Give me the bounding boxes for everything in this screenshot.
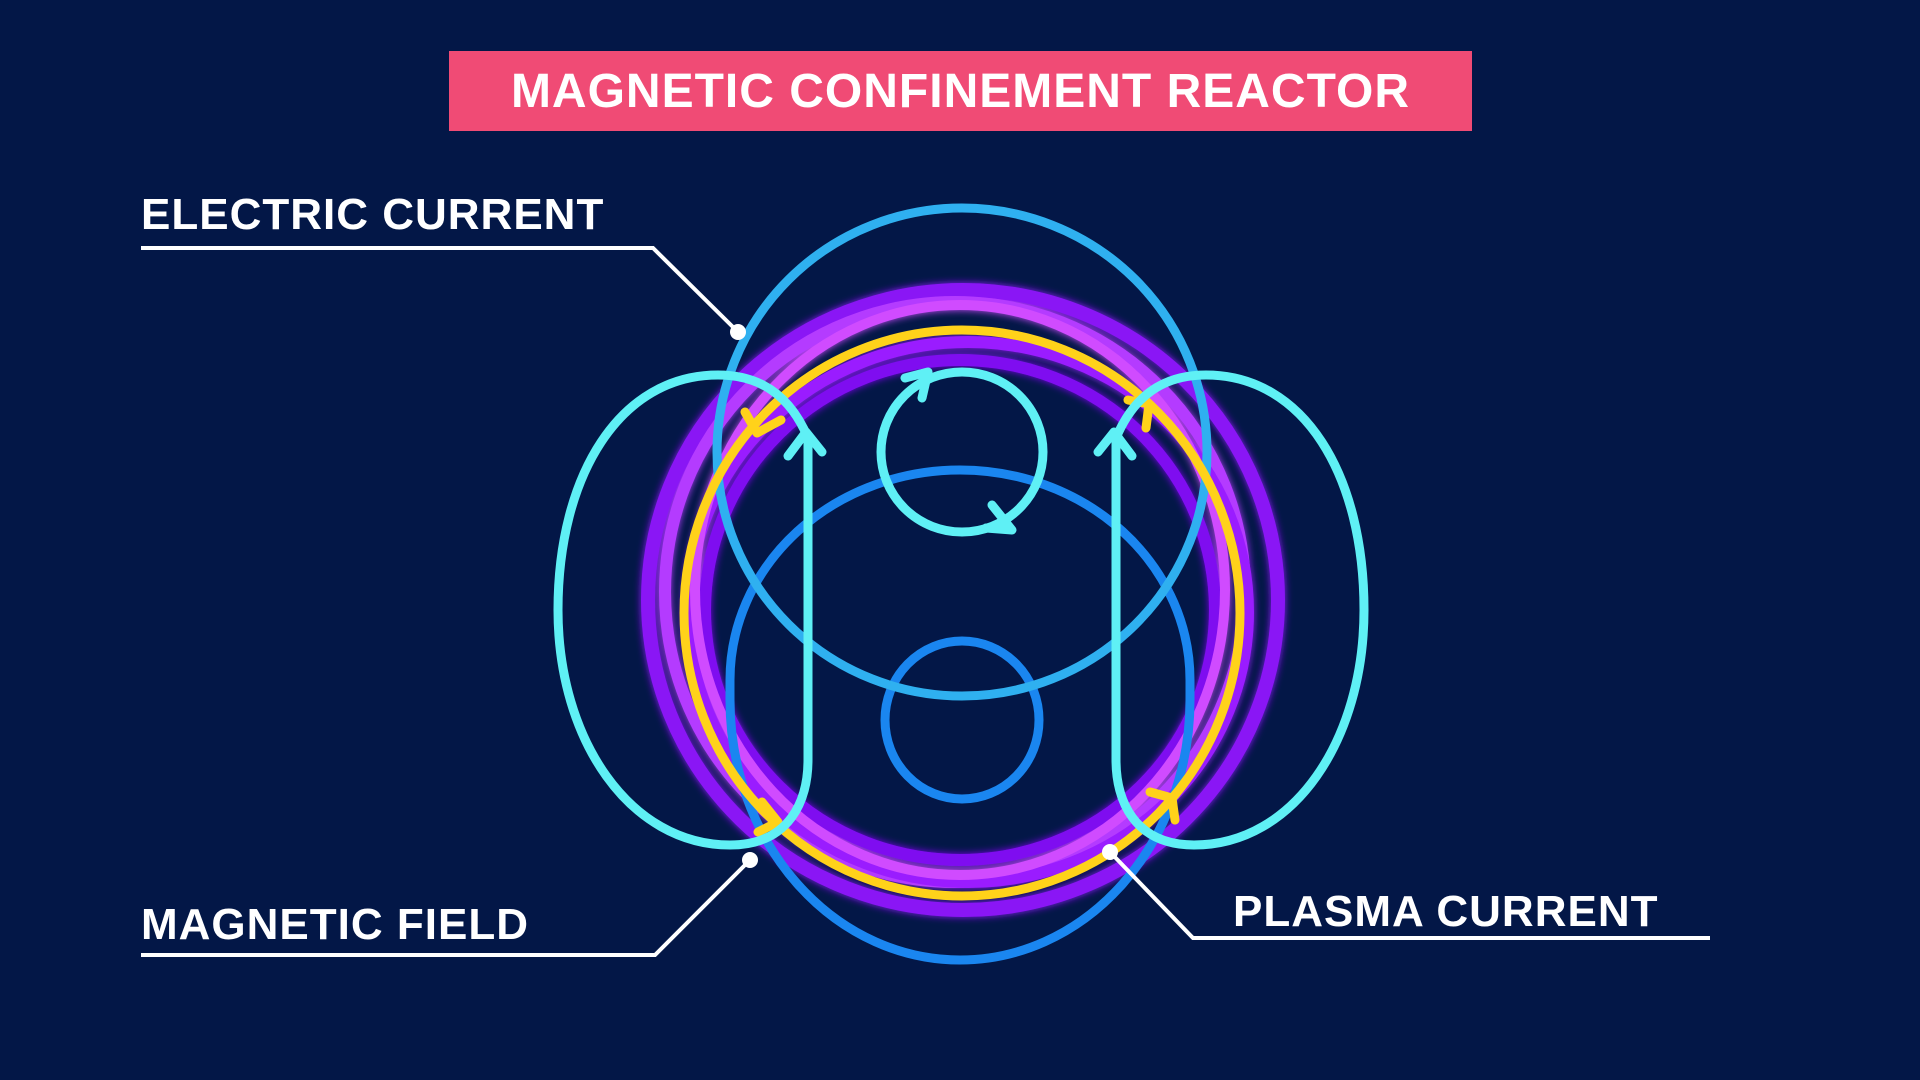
plasma-arrow-bottom-right: [1145, 787, 1180, 825]
field-line-left: [553, 370, 813, 850]
plasma-arrow-bottom-left: [753, 797, 783, 837]
field-arrow-center-top: [900, 367, 933, 403]
leader-magnetic-field: [141, 858, 752, 957]
leader-plasma-dot: [1102, 844, 1118, 860]
field-line-right: [1111, 370, 1369, 850]
leader-electric-current: [141, 246, 740, 334]
title-banner: MAGNETIC CONFINEMENT REACTOR: [449, 51, 1472, 131]
field-arrow-right: [1093, 427, 1137, 461]
magnetic-field-label: MAGNETIC FIELD: [141, 900, 529, 949]
leader-lines: [141, 246, 1710, 957]
plasma-ring-outer: [641, 283, 1285, 917]
field-loop-center: [876, 367, 1048, 537]
field-arrow-left: [783, 427, 827, 461]
plasma-ring-inner: [690, 300, 1230, 880]
leader-electric-dot: [730, 324, 746, 340]
plasma-current-label: PLASMA CURRENT: [1233, 887, 1659, 936]
electric-current-label: ELECTRIC CURRENT: [141, 190, 605, 239]
leader-magnetic-dot: [742, 852, 758, 868]
plasma-ring-4: [699, 354, 1221, 866]
field-arrow-center-bottom: [981, 500, 1017, 535]
plasma-current-loop: [679, 325, 1245, 901]
inner-coils: [725, 465, 1195, 965]
diagram-title: MAGNETIC CONFINEMENT REACTOR: [510, 64, 1411, 118]
electric-current-loop: [712, 203, 1212, 701]
magnetic-field-lines: [553, 367, 1369, 850]
leader-plasma-current: [1108, 850, 1710, 940]
lower-center-coil: [880, 636, 1044, 804]
lower-coil-arc: [725, 465, 1195, 965]
plasma-arrow-top-left: [740, 407, 786, 438]
